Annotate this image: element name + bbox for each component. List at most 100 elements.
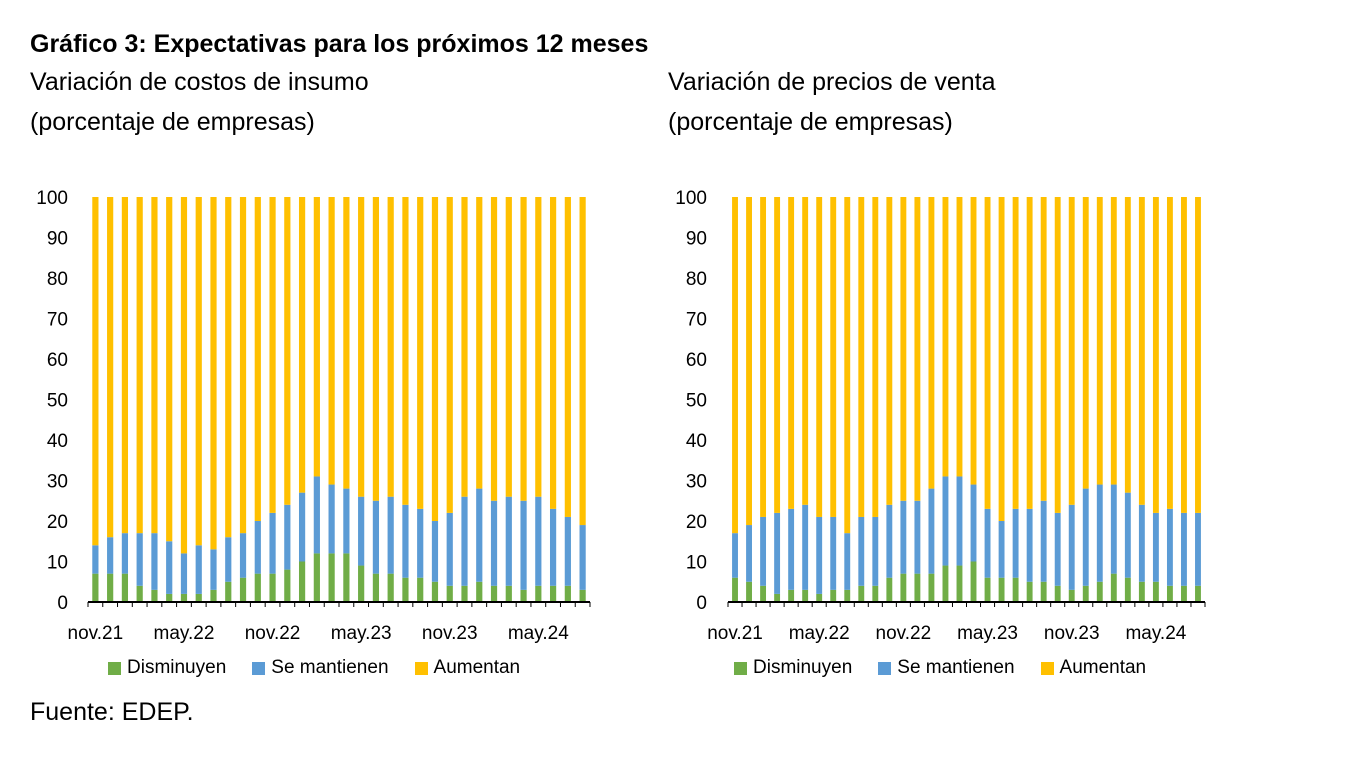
bar-se-mantienen <box>402 504 409 578</box>
y-tick-label: 90 <box>686 229 707 250</box>
bar-aumentan <box>998 197 1005 521</box>
bar-aumentan <box>1195 197 1201 513</box>
y-tick-label: 90 <box>47 229 68 250</box>
bar-disminuyen <box>886 577 893 602</box>
legend-swatch-se-mantienen <box>252 661 266 675</box>
bar-disminuyen <box>732 577 738 602</box>
bar-se-mantienen <box>151 533 158 590</box>
bar-aumentan <box>746 197 752 526</box>
bar-se-mantienen <box>1054 512 1061 586</box>
bar-disminuyen <box>1096 581 1103 602</box>
bar-aumentan <box>984 197 991 509</box>
y-tick-label: 100 <box>675 188 707 209</box>
bar-disminuyen <box>520 589 527 602</box>
bar-aumentan <box>446 197 453 513</box>
bar-se-mantienen <box>387 496 394 574</box>
y-tick-label: 10 <box>686 553 707 574</box>
y-tick-label: 80 <box>47 269 68 290</box>
x-tick-label: may.23 <box>957 623 1018 644</box>
bar-se-mantienen <box>1068 504 1075 590</box>
legend-label-aumentan: Aumentan <box>433 657 521 678</box>
bar-aumentan <box>313 197 320 477</box>
bar-se-mantienen <box>816 516 823 594</box>
bar-aumentan <box>1166 197 1173 509</box>
bar-aumentan <box>1054 197 1061 513</box>
bar-aumentan <box>195 197 202 546</box>
bar-aumentan <box>1012 197 1019 509</box>
bar-aumentan <box>328 197 335 485</box>
y-tick-label: 70 <box>47 310 68 331</box>
bar-aumentan <box>490 197 498 501</box>
bar-disminuyen <box>844 589 851 602</box>
bar-se-mantienen <box>1181 512 1187 586</box>
bar-disminuyen <box>269 573 276 602</box>
bar-aumentan <box>284 197 291 505</box>
bar-se-mantienen <box>1026 508 1033 582</box>
costos-insumo-chart: 0 10 20 30 40 50 60 70 80 90 100 nov.21 may.22 nov.22… <box>36 188 591 644</box>
legend-item-aumentan: Aumentan <box>1040 657 1146 679</box>
bar-aumentan <box>872 197 879 517</box>
bar-se-mantienen <box>942 476 949 566</box>
bar-se-mantienen <box>298 492 306 562</box>
y-tick-label: 50 <box>47 391 68 412</box>
bar-aumentan <box>1096 197 1103 485</box>
bar-disminuyen <box>1195 585 1201 602</box>
bar-se-mantienen <box>107 537 114 574</box>
bar-se-mantienen <box>928 488 935 574</box>
x-tick-label: may.24 <box>508 623 569 644</box>
bar-se-mantienen <box>417 508 424 578</box>
bar-aumentan <box>225 197 232 538</box>
x-tick-label: nov.21 <box>707 623 763 644</box>
bar-aumentan <box>1026 197 1033 509</box>
bar-se-mantienen <box>1195 512 1201 586</box>
bar-aumentan <box>476 197 483 489</box>
bar-se-mantienen <box>970 484 977 562</box>
bar-se-mantienen <box>1124 492 1131 578</box>
bar-disminuyen <box>1110 573 1117 602</box>
bar-aumentan <box>520 197 527 501</box>
bar-disminuyen <box>402 577 409 602</box>
bar-disminuyen <box>746 581 752 602</box>
chart-main-title: Gráfico 3: Expectativas para los próximo… <box>30 30 649 58</box>
bar-disminuyen <box>461 585 468 602</box>
bar-disminuyen <box>564 585 571 602</box>
bar-se-mantienen <box>239 533 247 578</box>
bar-se-mantienen <box>520 500 527 590</box>
bar-se-mantienen <box>900 500 907 574</box>
bar-aumentan <box>343 197 350 489</box>
bar-aumentan <box>1110 197 1117 485</box>
x-tick-label: nov.22 <box>876 623 932 644</box>
right-chart-legend: Disminuyen Se mantienen Aumentan <box>734 657 1172 679</box>
bar-disminuyen <box>774 593 781 602</box>
bar-se-mantienen <box>788 508 795 590</box>
bar-disminuyen <box>942 565 949 602</box>
bar-se-mantienen <box>564 516 571 586</box>
bar-aumentan <box>92 197 99 546</box>
legend-swatch-disminuyen <box>108 661 121 675</box>
y-tick-label: 80 <box>686 269 707 290</box>
bar-aumentan <box>858 197 865 517</box>
bar-se-mantienen <box>358 496 365 566</box>
bar-aumentan <box>1040 197 1047 501</box>
bar-aumentan <box>788 197 795 509</box>
source-note: Fuente: EDEP. <box>30 698 194 726</box>
bar-disminuyen <box>343 553 350 602</box>
y-tick-label: 20 <box>686 512 707 533</box>
bar-disminuyen <box>372 573 380 602</box>
legend-swatch-aumentan <box>1040 661 1054 675</box>
x-tick-label: nov.21 <box>68 623 124 644</box>
bar-disminuyen <box>476 581 483 602</box>
bar-se-mantienen <box>1110 484 1117 574</box>
bar-aumentan <box>402 197 409 505</box>
bar-se-mantienen <box>225 537 232 582</box>
bar-se-mantienen <box>1096 484 1103 582</box>
bar-disminuyen <box>928 573 935 602</box>
bar-se-mantienen <box>284 504 291 570</box>
bar-aumentan <box>732 197 738 534</box>
bar-se-mantienen <box>328 484 335 554</box>
bar-disminuyen <box>1054 585 1061 602</box>
bar-disminuyen <box>298 561 306 602</box>
bar-aumentan <box>1152 197 1159 513</box>
bar-disminuyen <box>387 573 394 602</box>
bar-aumentan <box>830 197 837 517</box>
